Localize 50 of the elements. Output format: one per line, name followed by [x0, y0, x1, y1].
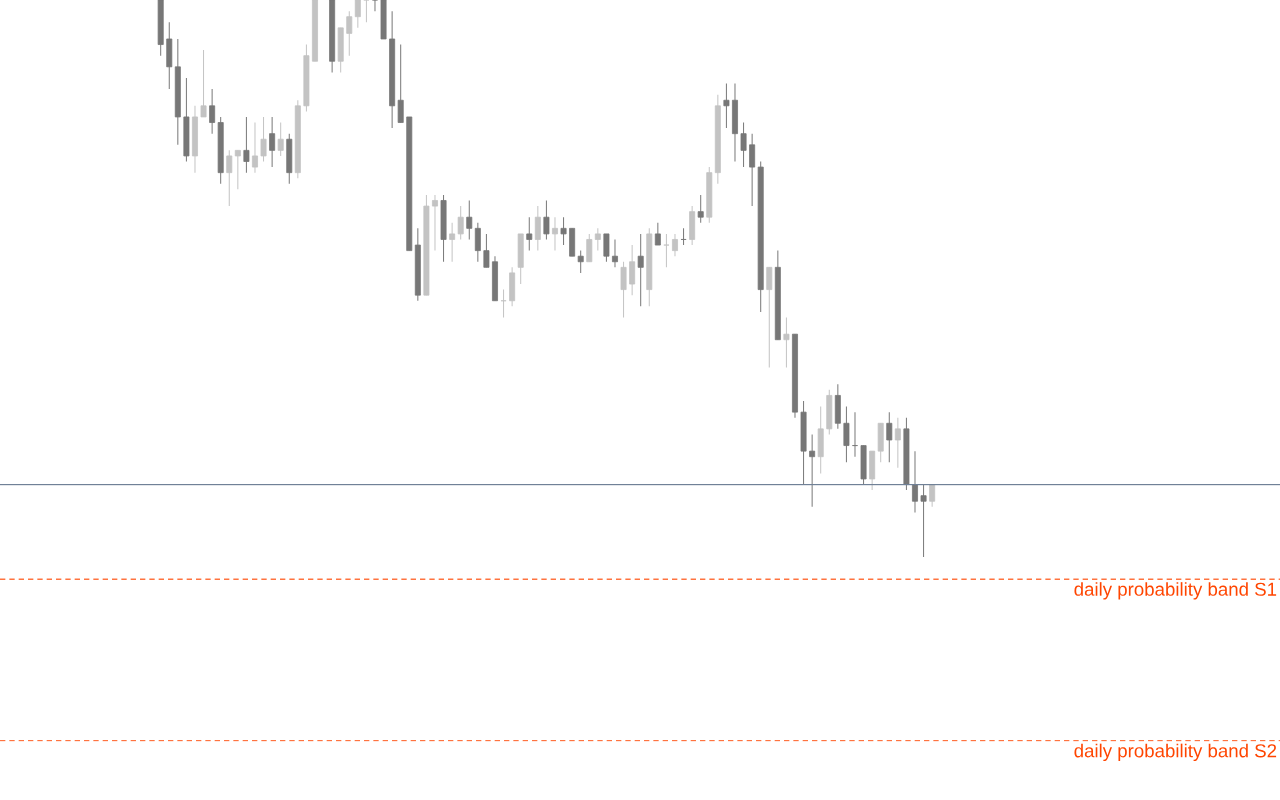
candlestick [620, 261, 627, 318]
candlestick [663, 233, 670, 268]
candlestick [697, 194, 704, 224]
candlestick [252, 122, 258, 174]
candlestick [200, 49, 207, 118]
ref-line-label: daily probability band S2 [1074, 743, 1277, 762]
candlestick [783, 316, 790, 369]
candlestick [466, 199, 473, 240]
candlestick [543, 199, 550, 240]
candlestick [809, 433, 816, 508]
candlestick [483, 233, 490, 268]
ref-line-label: daily probability band S1 [1074, 582, 1277, 600]
candlestick [654, 222, 661, 246]
candlestick [260, 116, 267, 163]
candlestick [226, 149, 233, 207]
candlestick [552, 216, 558, 252]
candlestick [474, 222, 481, 263]
candlestick [363, 0, 370, 23]
candlestick [637, 233, 644, 307]
candlestick [843, 406, 850, 463]
candlestick [920, 484, 927, 558]
candlestick [577, 250, 584, 274]
candlestick [372, 0, 378, 12]
candlestick [277, 122, 284, 157]
candlestick [894, 417, 901, 469]
candlestick [397, 44, 404, 124]
candlestick [534, 205, 541, 252]
candlestick [749, 133, 756, 207]
candlestick [354, 0, 361, 29]
candlestick [603, 233, 610, 263]
candlestick [346, 10, 353, 57]
candlestick [586, 233, 593, 263]
candlestick [449, 222, 456, 263]
candlestick [912, 450, 918, 513]
candlestick [629, 244, 636, 296]
candlestick [612, 238, 618, 268]
candlestick [594, 227, 601, 252]
candlestick [243, 116, 250, 174]
candlestick [432, 194, 438, 252]
candlestick [766, 266, 773, 369]
candlestick [672, 233, 678, 257]
candlestick [560, 216, 567, 246]
candlestick [723, 83, 730, 129]
candlestick [886, 411, 893, 463]
candlestick [209, 88, 216, 135]
candlestick [526, 216, 533, 252]
candlestick [740, 122, 747, 168]
candlestick [457, 205, 464, 240]
candlestick [269, 116, 276, 168]
candlestick [234, 149, 241, 190]
